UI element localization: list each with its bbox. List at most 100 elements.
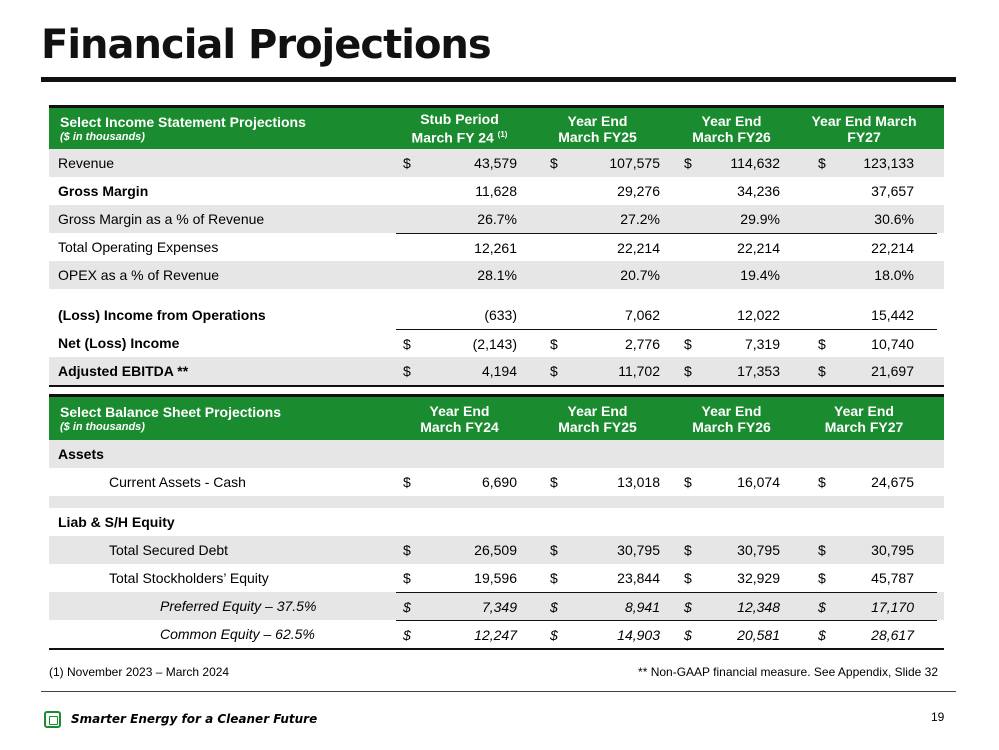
income-col-header-3: Year End March FY26: [692, 112, 771, 145]
value-cell: 11,628: [396, 177, 537, 205]
table-row: Preferred Equity – 37.5% $7,349 $8,941 $12,…: [49, 592, 944, 620]
currency-symbol: $: [818, 542, 826, 558]
value-cell: $14,903: [537, 620, 672, 648]
cell-value: (633): [484, 307, 517, 323]
cell-value: 26,509: [474, 542, 517, 558]
income-table-header: Select Income Statement Projections ($ i…: [49, 105, 944, 149]
table-row: Total Secured Debt $26,509 $30,795 $30,795 $…: [49, 536, 944, 564]
currency-symbol: $: [403, 363, 411, 379]
value-cell: 29.9%: [672, 205, 805, 233]
value-cell: $7,349: [396, 592, 537, 620]
cell-value: 7,062: [624, 307, 660, 323]
value-cell: $19,596: [396, 564, 537, 592]
cell-value: 23,844: [617, 570, 660, 586]
value-cell: 18.0%: [805, 261, 937, 289]
cell-value: 29,276: [617, 183, 660, 199]
cell-value: 22,214: [737, 239, 780, 256]
value-cell: $123,133: [805, 149, 937, 177]
currency-symbol: $: [550, 363, 558, 379]
row-label: Revenue: [58, 155, 115, 171]
row-label: Net (Loss) Income: [58, 335, 180, 351]
cell-value: 30,795: [871, 542, 914, 558]
currency-symbol: $: [684, 474, 692, 490]
table-row: Liab & S/H Equity: [49, 508, 944, 536]
value-cell: 30.6%: [805, 205, 937, 233]
row-label: Total Operating Expenses: [58, 239, 219, 255]
cell-value: 12,348: [737, 598, 780, 615]
cell-value: 21,697: [871, 363, 914, 379]
value-cell: 34,236: [672, 177, 805, 205]
value-cell: $16,074: [672, 468, 805, 496]
value-cell: $20,581: [672, 620, 805, 648]
cell-value: 107,575: [609, 155, 660, 171]
value-cell: $13,018: [537, 468, 672, 496]
value-cell: [396, 440, 537, 468]
cell-value: 12,022: [737, 307, 780, 323]
cell-value: 8,941: [624, 598, 660, 615]
table-row: Revenue $43,579 $107,575 $114,632 $123,133: [49, 149, 944, 177]
cell-value: 16,074: [737, 474, 780, 490]
cell-value: 26.7%: [477, 211, 517, 227]
value-cell: 29,276: [537, 177, 672, 205]
value-cell: $23,844: [537, 564, 672, 592]
row-label: OPEX as a % of Revenue: [58, 267, 220, 283]
value-cell: $4,194: [396, 357, 537, 385]
income-table-subtitle: ($ in thousands): [60, 131, 145, 143]
page-number: 19: [931, 710, 945, 724]
balance-col-header-2: Year End March FY25: [558, 402, 637, 435]
cell-value: 114,632: [730, 155, 780, 171]
cell-value: 13,018: [617, 474, 660, 490]
cell-value: 15,442: [871, 307, 914, 323]
table-row: OPEX as a % of Revenue 28.1% 20.7% 19.4% 18.…: [49, 261, 944, 289]
value-cell: 20.7%: [537, 261, 672, 289]
balance-table-header: Select Balance Sheet Projections ($ in t…: [49, 394, 944, 440]
cell-value: 7,319: [744, 335, 780, 352]
value-cell: $107,575: [537, 149, 672, 177]
currency-symbol: $: [818, 335, 826, 352]
table-row: Current Assets - Cash $6,690 $13,018 $16,07…: [49, 468, 944, 496]
row-label: Common Equity – 62.5%: [160, 626, 315, 642]
cell-value: (2,143): [472, 335, 517, 352]
value-cell: $17,170: [805, 592, 937, 620]
cell-value: 6,690: [481, 474, 517, 490]
balance-col-header-3: Year End March FY26: [692, 402, 771, 435]
cell-value: 2,776: [624, 335, 660, 352]
currency-symbol: $: [403, 155, 411, 171]
row-label: Assets: [58, 446, 104, 462]
value-cell: [537, 440, 672, 468]
value-cell: $30,795: [805, 536, 937, 564]
currency-symbol: $: [684, 626, 692, 643]
value-cell: $21,697: [805, 357, 937, 385]
value-cell: 22,214: [672, 233, 805, 261]
value-cell: $17,353: [672, 357, 805, 385]
value-cell: [805, 440, 937, 468]
currency-symbol: $: [684, 598, 692, 615]
table-row: Assets: [49, 440, 944, 468]
currency-symbol: $: [550, 542, 558, 558]
cell-value: 34,236: [737, 183, 780, 199]
currency-symbol: $: [684, 335, 692, 352]
balance-col-header-4: Year End March FY27: [824, 402, 904, 435]
table-row: (Loss) Income from Operations (633) 7,062 1…: [49, 301, 944, 329]
cell-value: 20.7%: [620, 267, 660, 283]
value-cell: $30,795: [537, 536, 672, 564]
cell-value: 29.9%: [740, 211, 780, 227]
currency-symbol: $: [818, 474, 826, 490]
currency-symbol: $: [550, 598, 558, 615]
cell-value: 12,261: [474, 239, 517, 256]
value-cell: [537, 508, 672, 536]
currency-symbol: $: [818, 626, 826, 643]
row-spacer: [49, 496, 944, 508]
row-label: Gross Margin: [58, 183, 149, 199]
row-spacer: [49, 289, 944, 301]
cell-value: 10,740: [871, 335, 914, 352]
cell-value: 27.2%: [620, 211, 660, 227]
cell-value: 32,929: [737, 570, 780, 586]
income-table-title: Select Income Statement Projections: [60, 114, 306, 130]
value-cell: $6,690: [396, 468, 537, 496]
currency-symbol: $: [550, 570, 558, 586]
value-cell: $11,702: [537, 357, 672, 385]
balance-table-subtitle: ($ in thousands): [60, 421, 145, 433]
currency-symbol: $: [818, 155, 826, 171]
balance-table-title: Select Balance Sheet Projections: [60, 404, 281, 420]
